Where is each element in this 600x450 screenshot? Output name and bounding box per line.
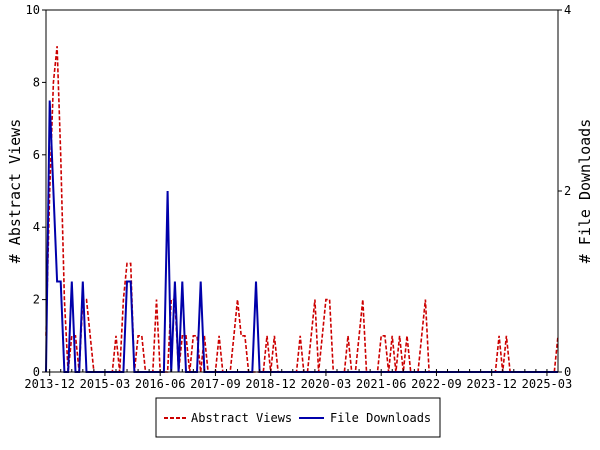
legend-box [155,397,441,438]
series-line-file-downloads [45,100,558,373]
x-tick-label: 2017-09 [190,377,241,391]
y-left-tick-label: 8 [33,75,40,89]
y-left-axis-title: # Abstract Views [6,119,24,264]
y-left-tick-label: 2 [33,293,40,307]
y-right-axis-title: # File Downloads [576,119,594,264]
y-left-tick-label: 4 [33,220,40,234]
x-tick-label: 2013-12 [24,377,75,391]
x-tick-label: 2025-03 [522,377,573,391]
y-left-tick-label: 6 [33,148,40,162]
legend-label-file-downloads: File Downloads [330,411,431,425]
x-tick-label: 2018-12 [245,377,296,391]
x-tick-label: 2022-09 [411,377,462,391]
x-tick-label: 2023-12 [466,377,517,391]
y-right-tick-label: 2 [564,184,571,198]
legend-label-abstract-views: Abstract Views [191,411,292,425]
y-right-tick-label: 0 [564,365,571,379]
x-tick-label: 2016-06 [135,377,186,391]
plot-area [45,46,559,373]
y-left-tick-label: 0 [33,365,40,379]
series-line-abstract-views [45,46,559,373]
x-tick-label: 2015-03 [80,377,131,391]
x-tick-label: 2020-03 [301,377,352,391]
legend: Abstract Views File Downloads [155,397,441,438]
axes: 0 2 4 6 8 10 0 2 4 2013-12 2015-03 2016-06 2017-09 20… [6,3,594,391]
y-left-tick-label: 10 [26,3,40,17]
x-tick-label: 2021-06 [356,377,407,391]
y-right-tick-label: 4 [564,3,571,17]
